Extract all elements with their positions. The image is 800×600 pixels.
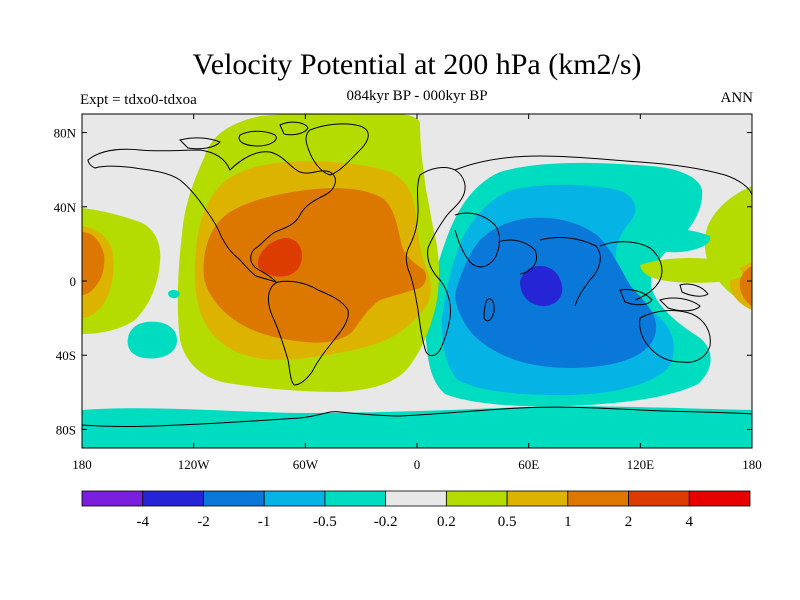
y-tick-label: 80N (54, 126, 77, 141)
y-tick-label: 40N (54, 200, 77, 215)
colorbar-swatch (81, 490, 144, 507)
maritime-continent-coastline (619, 283, 709, 312)
greenland-coastline (305, 123, 369, 176)
colorbar-swatch (385, 490, 447, 507)
colorbar-swatch (688, 490, 751, 507)
arctic-islands-coastline (179, 121, 309, 150)
europe-africa-coastline (405, 167, 466, 357)
colorbar-label: -0.5 (313, 514, 337, 530)
south-america-coastline (267, 280, 349, 386)
velocity-potential-field (82, 114, 752, 448)
y-tick-label: 80S (56, 422, 76, 437)
x-tick-label: 0 (414, 457, 421, 472)
colorbar-label: -4 (136, 514, 149, 530)
eurasia-coastline (454, 155, 752, 307)
colorbar-label: -2 (197, 514, 210, 530)
colorbar-label: 0.2 (437, 514, 456, 530)
eastern-dark-blue-core (520, 266, 563, 306)
east-edge-orange-region (739, 266, 752, 306)
colorbar-swatch (142, 490, 204, 507)
colorbar-swatch (506, 490, 569, 507)
x-tick-label: 120W (178, 457, 211, 472)
north-pacific-cyan-strip (640, 228, 711, 253)
colorbar-swatch (324, 490, 387, 507)
x-tick-label: 60W (293, 457, 319, 472)
pacific-small-cyan-spot (168, 289, 180, 299)
colorbar-swatch (567, 490, 629, 507)
colorbar-label: 0.5 (498, 514, 517, 530)
chart-title: Velocity Potential at 200 hPa (km2/s) (192, 48, 642, 81)
dateline-orange-region (82, 232, 105, 295)
colorbar-swatch (628, 490, 690, 507)
americas-orange-region (203, 188, 427, 343)
y-tick-label: 40S (56, 348, 76, 363)
colorbar-label: 2 (625, 514, 633, 530)
colorbar-swatch (203, 490, 265, 507)
chart-subtitle: 084kyr BP - 000kyr BP (346, 88, 488, 104)
colorbar-swatch (445, 490, 508, 507)
colorbar: -4 -2 -1 -0.5 -0.2 0.2 0.5 1 2 4 (81, 490, 751, 530)
x-tick-label: 180 (72, 457, 92, 472)
season-label: ANN (720, 90, 754, 106)
australia-coastline (639, 310, 711, 363)
americas-dark-orange-region (258, 238, 302, 277)
colorbar-label: -0.2 (374, 514, 398, 530)
colorbar-swatch (263, 490, 326, 507)
x-tick-label: 180 (742, 457, 762, 472)
map-axes: 180 120W 60W 0 60E 120E 180 80N 40N 0 40S 80S (54, 114, 762, 472)
experiment-label: Expt = tdxo0-tdxoa (80, 92, 197, 108)
madagascar-coastline (483, 298, 495, 322)
colorbar-label: 4 (686, 514, 694, 530)
western-pacific-yellow-strip (640, 257, 743, 283)
x-tick-label: 60E (518, 457, 539, 472)
x-tick-label: 120E (627, 457, 655, 472)
north-america-coastline (87, 148, 336, 284)
coastlines (82, 121, 752, 428)
antarctica-coastline (82, 406, 752, 428)
colorbar-label: 1 (564, 514, 572, 530)
pacific-cyan-blob (127, 321, 178, 359)
y-tick-label: 0 (70, 274, 77, 289)
colorbar-label: -1 (258, 514, 271, 530)
southern-cyan-band (82, 406, 752, 448)
